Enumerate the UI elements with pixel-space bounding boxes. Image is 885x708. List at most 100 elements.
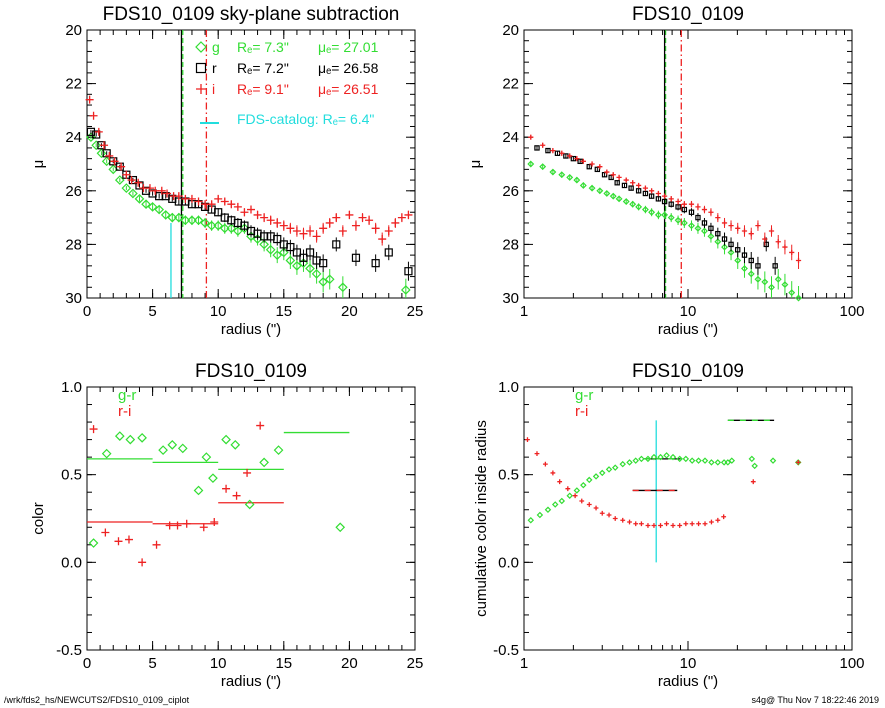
data-point	[605, 466, 613, 473]
data-point	[279, 221, 288, 230]
data-point	[748, 231, 754, 237]
data-point	[174, 192, 183, 201]
legend-re: Rₑ= 7.3"	[237, 39, 289, 55]
data-point	[645, 523, 651, 528]
data-point	[663, 452, 670, 459]
data-point	[253, 210, 262, 219]
data-point	[152, 540, 161, 549]
data-point	[299, 253, 308, 262]
data-point	[649, 188, 655, 194]
data-point	[606, 512, 612, 518]
data-point	[545, 147, 551, 154]
panel-cumulative-color: FDS10_0109 1 10 100 -0.5 0.0 0.5 1.0 radius (") c…	[473, 361, 865, 690]
data-point	[623, 177, 629, 183]
panel-surface-brightness-log: FDS10_0109 1 10 100 20 22 24 26 28 30 radius (") μ	[467, 4, 865, 338]
data-point	[85, 95, 94, 104]
data-point	[167, 212, 178, 223]
x-tick-label: 20	[341, 655, 358, 672]
data-point	[201, 452, 212, 462]
data-point	[167, 440, 178, 450]
data-point	[137, 432, 147, 443]
data-point	[589, 161, 595, 167]
data-point	[86, 127, 96, 136]
data-point	[750, 479, 756, 485]
data-point	[683, 521, 689, 527]
panel-surface-brightness-linear: FDS10_0109 sky-plane subtraction 0 5 10 15 20…	[30, 4, 423, 338]
data-point	[114, 537, 123, 546]
data-point	[96, 148, 107, 159]
data-point	[668, 201, 674, 207]
data-point	[101, 528, 110, 537]
data-point	[641, 206, 649, 214]
data-point	[670, 523, 676, 528]
legend-label: g-r	[575, 387, 593, 404]
data-point	[177, 443, 188, 454]
data-point	[724, 459, 732, 466]
legend-label: r-i	[575, 403, 588, 420]
legend-fds-label: FDS-catalog: Rₑ= 6.4"	[237, 111, 374, 127]
data-point	[676, 455, 683, 463]
data-point	[612, 516, 618, 521]
data-point	[721, 220, 728, 226]
data-point	[574, 156, 580, 162]
data-point	[534, 451, 540, 457]
data-point	[199, 523, 208, 532]
data-point	[400, 285, 411, 295]
x-tick-label: 0	[83, 655, 91, 672]
series-r-i	[525, 437, 801, 528]
data-point	[187, 194, 196, 203]
data-point	[696, 521, 701, 527]
data-point	[335, 522, 346, 533]
data-point	[721, 243, 728, 251]
data-point	[100, 141, 109, 150]
plot-frame	[523, 29, 853, 299]
data-point	[92, 130, 101, 139]
data-point	[741, 228, 748, 234]
data-point	[677, 523, 683, 528]
data-point	[319, 259, 328, 268]
data-point	[371, 259, 380, 268]
data-point	[599, 510, 605, 516]
data-point	[206, 220, 217, 231]
data-point	[579, 181, 587, 189]
legend-band: i	[212, 81, 215, 97]
data-point	[629, 200, 637, 208]
data-point	[593, 505, 599, 511]
data-point	[655, 190, 662, 197]
legend-re: Rₑ= 7.2"	[237, 60, 289, 76]
data-point	[715, 517, 721, 523]
data-point	[668, 196, 674, 202]
y-tick-label: 22	[502, 76, 519, 93]
data-point	[247, 205, 255, 214]
x-tick-label: 10	[680, 303, 697, 320]
data-point	[240, 221, 249, 230]
data-point	[639, 521, 644, 527]
data-point	[695, 457, 702, 464]
data-point	[549, 168, 557, 176]
data-point	[305, 248, 315, 257]
data-point	[735, 247, 741, 253]
data-point	[163, 189, 172, 198]
data-point	[286, 242, 295, 252]
data-point	[306, 227, 315, 235]
data-point	[635, 188, 642, 194]
data-point	[635, 203, 643, 211]
data-point	[609, 192, 617, 200]
data-point	[88, 538, 99, 548]
y-tick-label: 26	[65, 183, 82, 200]
series-i	[528, 134, 802, 269]
data-point	[124, 535, 133, 544]
data-point	[708, 459, 715, 466]
y-tick-label: 30	[502, 290, 519, 307]
data-point	[619, 460, 626, 468]
data-point	[702, 521, 708, 527]
data-point	[233, 202, 242, 211]
data-point	[102, 149, 111, 158]
data-point	[592, 473, 600, 480]
data-point	[580, 481, 587, 489]
data-point	[378, 235, 387, 244]
data-point	[525, 437, 530, 442]
data-point	[332, 213, 341, 222]
legend-band: r	[212, 60, 217, 76]
y-tick-label: -0.5	[493, 642, 519, 659]
